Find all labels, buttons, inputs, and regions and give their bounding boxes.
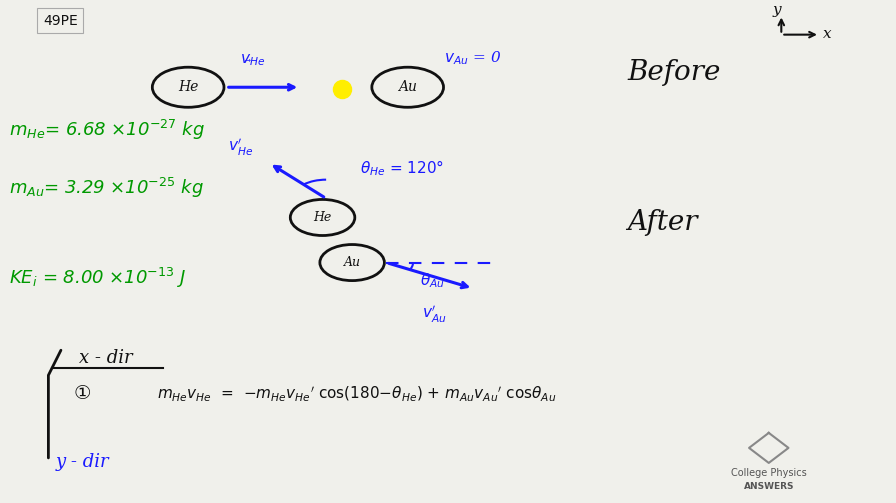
Text: $m_{He}$= 6.68 ×10$^{-27}$ kg: $m_{He}$= 6.68 ×10$^{-27}$ kg [9,118,205,142]
Text: $v_{Au}$ = 0: $v_{Au}$ = 0 [444,49,501,67]
Text: $\theta_{He}$ = 120°: $\theta_{He}$ = 120° [360,159,444,179]
Text: After: After [627,209,698,236]
Text: $v_{He}$: $v_{He}$ [240,52,265,68]
Text: Au: Au [344,256,360,269]
Text: College Physics: College Physics [731,468,806,478]
Text: ①: ① [73,384,91,403]
Text: Before: Before [627,59,720,86]
Text: $\vec{}$: $\vec{}$ [246,53,253,66]
Text: $m_{He}v_{He}$  =  $-m_{He}v_{He}{^\prime}$ cos(180$-\theta_{He}$) + $m_{Au}v_{A: $m_{He}v_{He}$ = $-m_{He}v_{He}{^\prime}… [157,384,556,403]
Text: KE$_i$ = 8.00 ×10$^{-13}$ J: KE$_i$ = 8.00 ×10$^{-13}$ J [9,266,186,290]
Text: $v_{Au}'$: $v_{Au}'$ [422,303,446,324]
Text: y - dir: y - dir [56,453,109,471]
Text: Au: Au [398,80,418,94]
Text: 49PE: 49PE [43,14,78,28]
Text: He: He [178,80,198,94]
Text: $v_{He}'$: $v_{He}'$ [228,137,253,158]
Text: ANSWERS: ANSWERS [744,482,794,491]
Text: $m_{Au}$= 3.29 ×10$^{-25}$ kg: $m_{Au}$= 3.29 ×10$^{-25}$ kg [9,177,203,201]
Text: $\theta_{Au}$: $\theta_{Au}$ [420,272,445,290]
Text: x - dir: x - dir [79,349,133,367]
Text: x: x [823,27,831,41]
Text: y: y [772,3,781,17]
Text: He: He [314,211,332,224]
